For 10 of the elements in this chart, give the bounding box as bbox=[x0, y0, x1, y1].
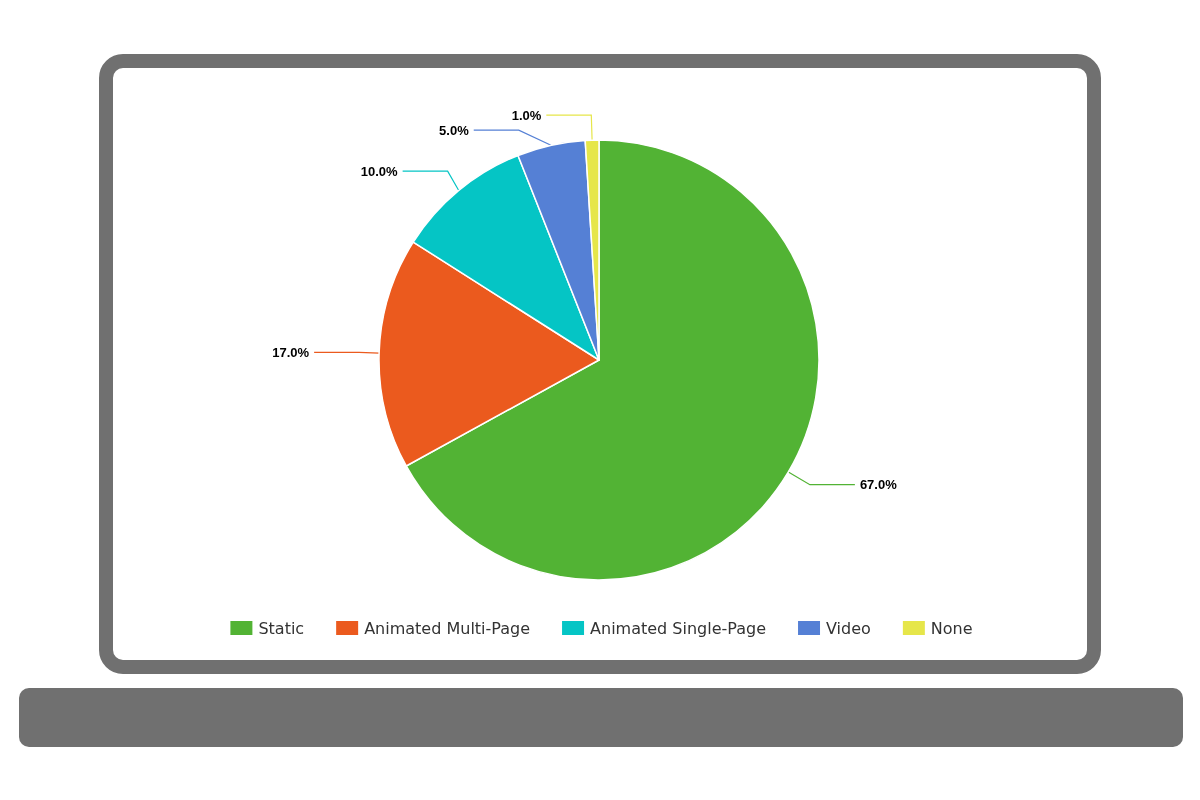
legend-label: Video bbox=[826, 618, 871, 638]
legend-label: Animated Single-Page bbox=[590, 618, 767, 638]
legend-label: Static bbox=[258, 618, 305, 638]
data-label: 10.0% bbox=[360, 163, 399, 179]
legend-label: None bbox=[930, 618, 973, 638]
data-label: 1.0% bbox=[511, 107, 542, 123]
legend-label: Animated Multi-Page bbox=[364, 618, 531, 638]
data-label: 67.0% bbox=[859, 477, 898, 493]
data-label: 17.0% bbox=[272, 344, 310, 360]
data-label: 5.0% bbox=[439, 122, 470, 138]
